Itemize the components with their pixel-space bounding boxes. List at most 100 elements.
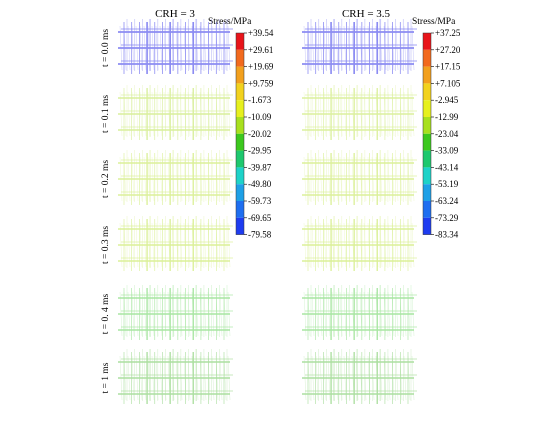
- stirrup: [227, 25, 231, 71]
- stirrup: [135, 291, 139, 337]
- stirrup: [391, 355, 395, 401]
- stirrup: [143, 222, 147, 268]
- colorbar-tick-label: -1.673: [248, 95, 272, 105]
- colorbar-crh-3: +39.54 +29.61 +19.69 +9.759 -1.673 -10.09 -20.…: [235, 28, 274, 240]
- stirrup: [359, 25, 363, 71]
- colorbar-segment: [236, 167, 244, 185]
- stirrup: [171, 156, 175, 202]
- legend-title-crh-3-5: Stress/MPa: [412, 17, 456, 27]
- stirrup: [179, 91, 183, 137]
- stirrup: [347, 25, 351, 71]
- stirrup: [179, 25, 183, 71]
- colorbar-segment: [236, 201, 244, 218]
- colorbar-tick-label: -33.09: [435, 146, 459, 156]
- column-title-crh-3-5: CRH = 3.5: [342, 8, 391, 20]
- colorbar-tick-label: +9.759: [248, 78, 274, 88]
- stirrup: [335, 222, 339, 268]
- stirrup: [307, 291, 311, 337]
- colorbar-tick-label: -23.04: [435, 129, 459, 139]
- stirrup: [183, 291, 187, 337]
- stirrup: [379, 222, 383, 268]
- stirrup: [367, 291, 371, 337]
- stirrup: [195, 291, 199, 337]
- stirrup: [379, 156, 383, 202]
- stirrup: [227, 91, 231, 137]
- stirrup: [407, 156, 411, 202]
- stirrup: [331, 25, 335, 71]
- stirrup: [359, 291, 363, 337]
- colorbar-tick-label: -73.29: [435, 213, 459, 223]
- stirrup: [183, 355, 187, 401]
- stirrup: [327, 156, 331, 202]
- stirrup: [223, 355, 227, 401]
- mesh-frame: [302, 349, 417, 404]
- stirrup: [411, 25, 415, 71]
- stirrup: [147, 25, 151, 71]
- colorbar-tick-label: -49.80: [248, 179, 272, 189]
- stirrup: [387, 156, 391, 202]
- mesh-frame: [118, 85, 233, 140]
- frames-crh-3: [118, 19, 233, 404]
- stirrup: [139, 222, 143, 268]
- stirrup: [187, 156, 191, 202]
- stirrup: [147, 222, 151, 268]
- stirrup: [139, 91, 143, 137]
- stirrup: [199, 25, 203, 71]
- stirrup: [407, 25, 411, 71]
- stirrup: [207, 25, 211, 71]
- stirrup: [159, 222, 163, 268]
- colorbar-tick-label: +7.105: [435, 78, 461, 88]
- stirrup: [203, 156, 207, 202]
- stirrup: [219, 222, 223, 268]
- stirrup: [171, 222, 175, 268]
- stirrup: [303, 91, 307, 137]
- stirrup: [127, 291, 131, 337]
- stirrup: [307, 91, 311, 137]
- stirrup: [159, 291, 163, 337]
- stirrup: [367, 222, 371, 268]
- stirrup: [123, 25, 127, 71]
- stirrup: [167, 156, 171, 202]
- stirrup: [351, 355, 355, 401]
- stirrup: [327, 91, 331, 137]
- stirrup: [167, 291, 171, 337]
- stirrup: [303, 355, 307, 401]
- colorbar-tick-label: -39.87: [248, 162, 272, 172]
- stirrup: [191, 25, 195, 71]
- stirrup: [395, 355, 399, 401]
- stirrup: [343, 222, 347, 268]
- stirrup: [411, 156, 415, 202]
- stirrup: [323, 156, 327, 202]
- stirrup: [355, 222, 359, 268]
- stirrup: [367, 25, 371, 71]
- stirrup: [151, 222, 155, 268]
- stirrup: [335, 25, 339, 71]
- stirrup: [395, 291, 399, 337]
- stirrup: [359, 156, 363, 202]
- stirrup: [351, 25, 355, 71]
- stirrup: [223, 156, 227, 202]
- stirrup: [163, 291, 167, 337]
- stirrup: [395, 91, 399, 137]
- stirrup: [347, 222, 351, 268]
- stirrup: [323, 355, 327, 401]
- stirrup: [135, 91, 139, 137]
- colorbar-tick-label: -43.14: [435, 162, 459, 172]
- stirrup: [207, 91, 211, 137]
- stirrup: [143, 91, 147, 137]
- stirrup: [339, 156, 343, 202]
- stirrup: [123, 156, 127, 202]
- colorbar-tick-label: -79.58: [248, 230, 272, 240]
- stirrup: [303, 25, 307, 71]
- stirrup: [407, 222, 411, 268]
- stirrup: [227, 355, 231, 401]
- stirrup: [147, 291, 151, 337]
- mesh-frame: [118, 150, 233, 205]
- colorbar-tick-label: -53.19: [435, 179, 459, 189]
- stirrup: [195, 91, 199, 137]
- stirrup: [175, 291, 179, 337]
- stirrup: [191, 91, 195, 137]
- stirrup: [343, 355, 347, 401]
- stirrup: [335, 291, 339, 337]
